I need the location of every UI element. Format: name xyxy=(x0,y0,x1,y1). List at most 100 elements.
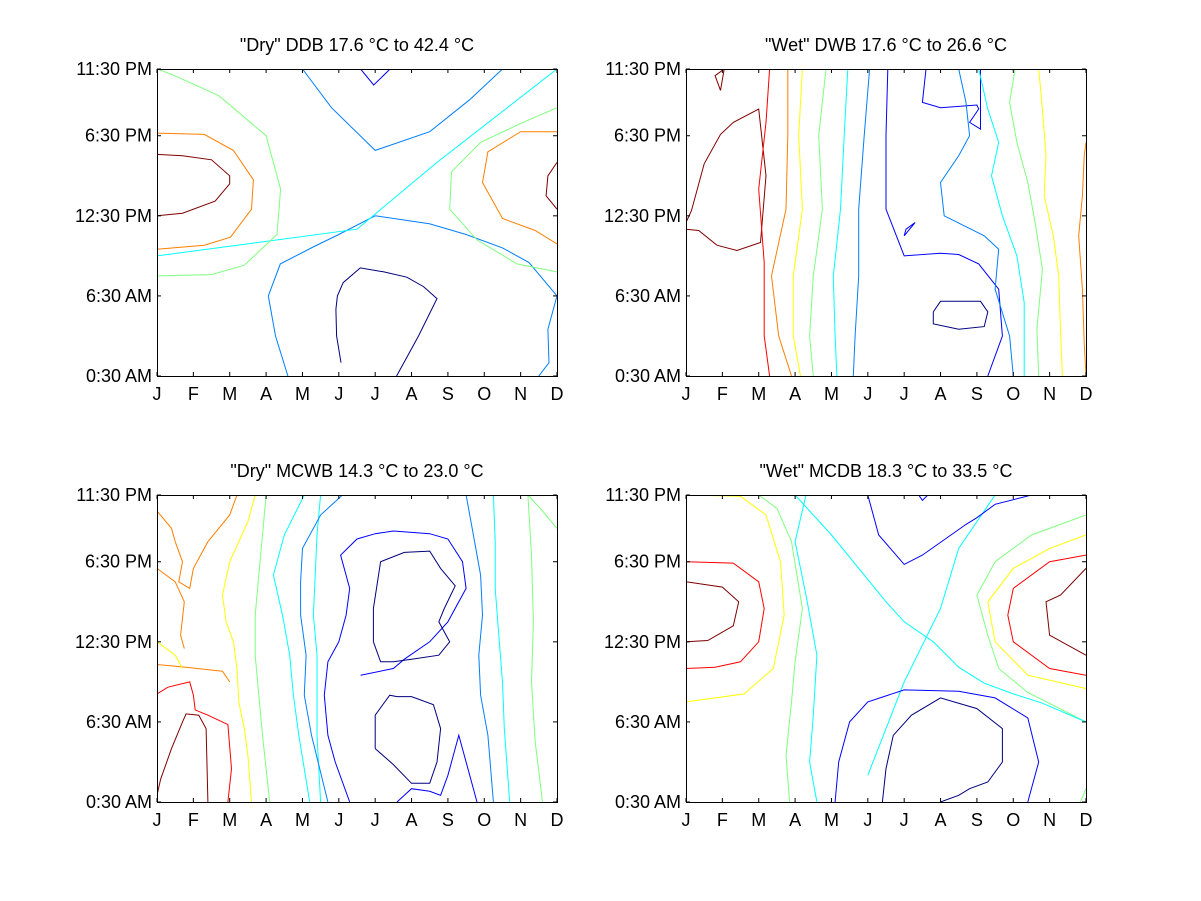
subplot-mcdb: "Wet" MCDB 18.3 °C to 33.5 °C J F M A M J J A S O… xyxy=(604,461,1093,830)
y-tick-label: 6:30 PM xyxy=(85,552,152,572)
x-tick-label: J xyxy=(153,810,162,830)
contour-line xyxy=(221,495,256,802)
contour-line xyxy=(976,514,1086,723)
x-tick-label: J xyxy=(682,384,691,404)
contour-line xyxy=(323,530,467,802)
x-tick-label: D xyxy=(1080,810,1093,830)
plot-title: "Dry" MCWB 14.3 °C to 23.0 °C xyxy=(230,461,483,481)
contour-line xyxy=(449,107,557,273)
contour-line xyxy=(538,295,557,376)
contour-line xyxy=(335,267,438,376)
x-tick-label: J xyxy=(371,384,380,404)
x-tick-label: S xyxy=(971,810,983,830)
x-tick-label: N xyxy=(514,384,527,404)
x-tick-label: M xyxy=(751,384,766,404)
contour-line xyxy=(372,550,456,663)
contour-line xyxy=(1045,568,1086,656)
contour-line xyxy=(374,694,442,784)
x-tick-label: J xyxy=(900,384,909,404)
contour-line xyxy=(867,495,996,776)
contour-lines xyxy=(157,495,557,802)
contour-line xyxy=(834,689,1040,802)
contour-line xyxy=(792,69,803,376)
x-tick-label: N xyxy=(1043,384,1056,404)
x-tick-label: A xyxy=(935,384,947,404)
x-tick-label: A xyxy=(789,384,801,404)
contour-line xyxy=(770,69,792,376)
contour-line xyxy=(527,495,557,529)
contour-line xyxy=(157,713,209,802)
contour-line xyxy=(852,69,871,376)
contour-line xyxy=(686,108,767,252)
contour-line xyxy=(1038,69,1063,376)
contour-line xyxy=(157,681,233,802)
x-tick-label: J xyxy=(371,810,380,830)
y-tick-label: 11:30 PM xyxy=(76,59,152,79)
subplot-ddb: "Dry" DDB 17.6 °C to 42.4 °C J F M A M J J A S O N… xyxy=(75,35,564,404)
contour-line xyxy=(157,132,254,250)
x-tick-label: A xyxy=(406,810,418,830)
x-tick-label: A xyxy=(260,384,272,404)
contour-line xyxy=(1080,788,1086,802)
x-tick-label: A xyxy=(406,384,418,404)
x-tick-label: F xyxy=(188,384,199,404)
axes-box xyxy=(686,495,1087,803)
contour-line xyxy=(932,300,989,330)
contour-line xyxy=(396,733,478,802)
y-tick-label: 6:30 AM xyxy=(86,286,152,306)
x-tick-label: O xyxy=(1006,384,1020,404)
y-tick-label: 11:30 PM xyxy=(76,485,152,505)
y-tick-label: 6:30 PM xyxy=(614,552,681,572)
plot-title: "Dry" DDB 17.6 °C to 42.4 °C xyxy=(240,35,474,55)
contour-line xyxy=(686,495,785,703)
x-tick-label: J xyxy=(900,810,909,830)
x-tick-label: A xyxy=(789,810,801,830)
x-tick-label: M xyxy=(222,810,237,830)
y-tick-label: 0:30 AM xyxy=(615,792,681,812)
plot-title: "Wet" DWB 17.6 °C to 26.6 °C xyxy=(765,35,1007,55)
contour-line xyxy=(545,162,557,210)
y-tick-label: 6:30 AM xyxy=(86,712,152,732)
x-tick-label: M xyxy=(295,384,310,404)
x-tick-label: O xyxy=(1006,810,1020,830)
contour-lines xyxy=(686,69,1086,376)
contour-line xyxy=(881,697,1003,802)
x-tick-label: J xyxy=(334,810,343,830)
contour-line xyxy=(903,222,916,237)
y-tick-label: 11:30 PM xyxy=(605,485,681,505)
x-tick-label: M xyxy=(824,384,839,404)
x-tick-label: M xyxy=(222,384,237,404)
contour-line xyxy=(832,69,849,376)
contour-line xyxy=(939,69,1014,376)
contour-lines xyxy=(686,495,1086,802)
x-tick-label: F xyxy=(188,810,199,830)
contour-line xyxy=(921,69,981,130)
contour-lines xyxy=(157,69,557,376)
x-tick-label: O xyxy=(477,810,491,830)
plot-title: "Wet" MCDB 18.3 °C to 33.5 °C xyxy=(760,461,1013,481)
contour-line xyxy=(272,495,311,802)
contour-line xyxy=(978,69,1025,376)
x-tick-label: D xyxy=(1080,384,1093,404)
contour-line xyxy=(758,495,803,802)
contour-line xyxy=(527,495,543,802)
y-tick-label: 12:30 PM xyxy=(604,632,681,652)
contour-line xyxy=(1078,142,1086,376)
contour-line xyxy=(987,534,1086,689)
contour-line xyxy=(481,131,557,245)
y-tick-label: 6:30 PM xyxy=(614,126,681,146)
axes-box xyxy=(686,69,1087,377)
y-tick-label: 12:30 PM xyxy=(75,206,152,226)
contour-line xyxy=(302,69,503,151)
x-tick-label: S xyxy=(442,384,454,404)
x-tick-label: D xyxy=(551,384,564,404)
y-tick-label: 0:30 AM xyxy=(86,366,152,386)
contour-line xyxy=(867,495,1032,566)
contour-line xyxy=(794,495,1086,723)
x-tick-label: S xyxy=(442,810,454,830)
x-tick-label: M xyxy=(824,810,839,830)
contour-line xyxy=(686,561,765,669)
axes-box xyxy=(157,495,558,803)
